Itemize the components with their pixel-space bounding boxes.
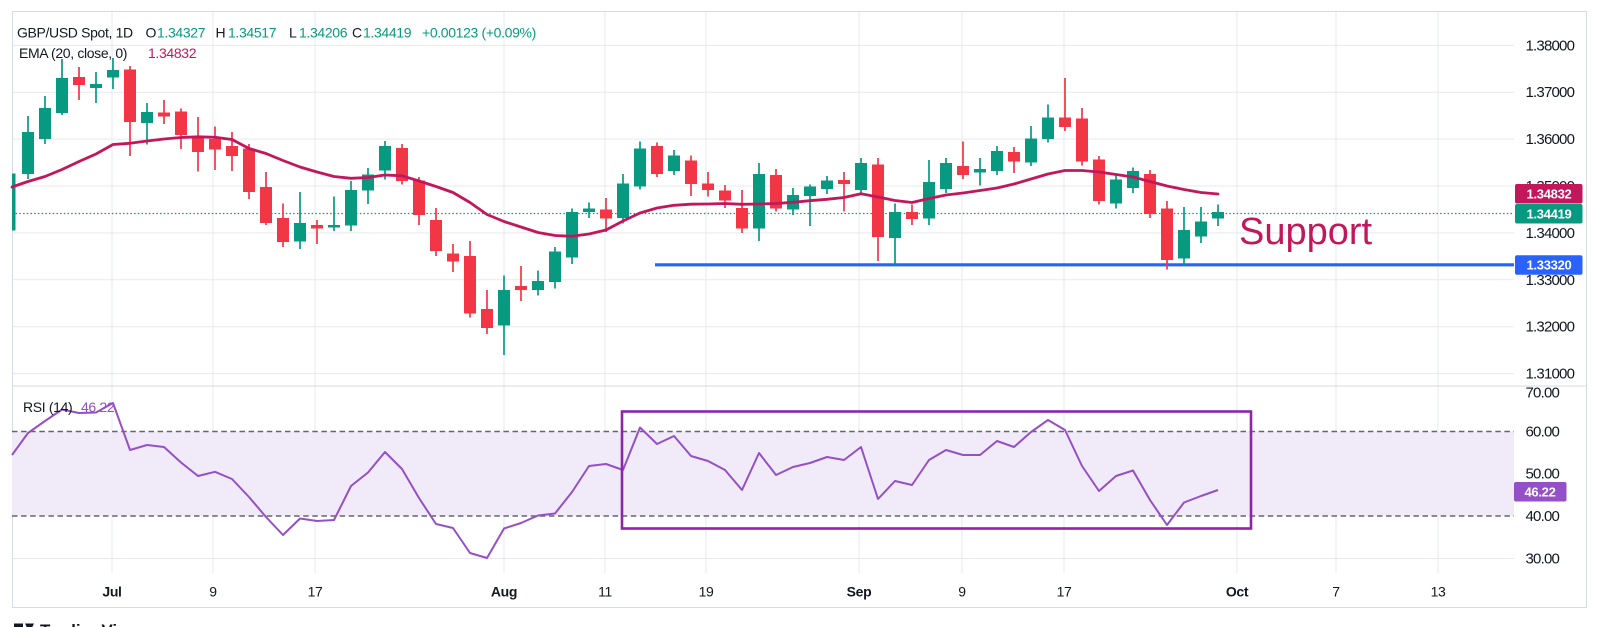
- svg-text:70.00: 70.00: [1526, 385, 1560, 402]
- svg-text:1.33000: 1.33000: [1526, 272, 1575, 289]
- svg-text:TradingView: TradingView: [40, 621, 141, 627]
- svg-text:40.00: 40.00: [1526, 508, 1560, 525]
- svg-text:11: 11: [598, 584, 612, 600]
- svg-text:1.34206: 1.34206: [299, 25, 348, 41]
- svg-text:Support: Support: [1239, 211, 1373, 253]
- svg-text:1.31000: 1.31000: [1526, 366, 1575, 383]
- svg-text:9: 9: [209, 584, 217, 600]
- svg-text:1.34000: 1.34000: [1526, 225, 1575, 242]
- svg-text:+0.00123 (+0.09%): +0.00123 (+0.09%): [422, 25, 536, 41]
- svg-text:50.00: 50.00: [1526, 465, 1560, 482]
- svg-text:17: 17: [308, 584, 323, 600]
- svg-text:1.34327: 1.34327: [157, 25, 206, 41]
- svg-text:1.34517: 1.34517: [228, 25, 277, 41]
- svg-text:60.00: 60.00: [1526, 424, 1560, 441]
- svg-text:13: 13: [1431, 584, 1446, 600]
- svg-text:Aug: Aug: [491, 584, 517, 600]
- svg-text:1.33320: 1.33320: [1527, 258, 1572, 273]
- svg-text:17: 17: [1057, 584, 1072, 600]
- svg-text:Oct: Oct: [1226, 584, 1249, 600]
- svg-text:19: 19: [699, 584, 714, 600]
- svg-text:1.34832: 1.34832: [148, 45, 197, 61]
- svg-text:46.22: 46.22: [1524, 484, 1555, 499]
- svg-text:C: C: [352, 25, 362, 41]
- svg-text:EMA (20, close, 0): EMA (20, close, 0): [19, 45, 127, 61]
- svg-text:Jul: Jul: [102, 584, 121, 600]
- svg-text:O: O: [146, 25, 157, 41]
- svg-text:30.00: 30.00: [1526, 551, 1560, 568]
- svg-text:Sep: Sep: [847, 584, 872, 600]
- svg-text:L: L: [289, 25, 297, 41]
- svg-text:1.38000: 1.38000: [1526, 37, 1575, 54]
- svg-text:7: 7: [1332, 584, 1340, 600]
- svg-text:1.34419: 1.34419: [363, 25, 412, 41]
- svg-text:46.22: 46.22: [81, 399, 115, 415]
- svg-text:RSI (14): RSI (14): [23, 399, 72, 415]
- svg-text:9: 9: [958, 584, 966, 600]
- svg-text:1.34419: 1.34419: [1527, 206, 1572, 221]
- svg-text:1.36000: 1.36000: [1526, 131, 1575, 148]
- svg-text:GBP/USD Spot, 1D: GBP/USD Spot, 1D: [17, 25, 133, 41]
- svg-text:1.32000: 1.32000: [1526, 319, 1575, 336]
- svg-text:1.37000: 1.37000: [1526, 84, 1575, 101]
- svg-text:1.34832: 1.34832: [1527, 186, 1572, 201]
- svg-text:H: H: [216, 25, 226, 41]
